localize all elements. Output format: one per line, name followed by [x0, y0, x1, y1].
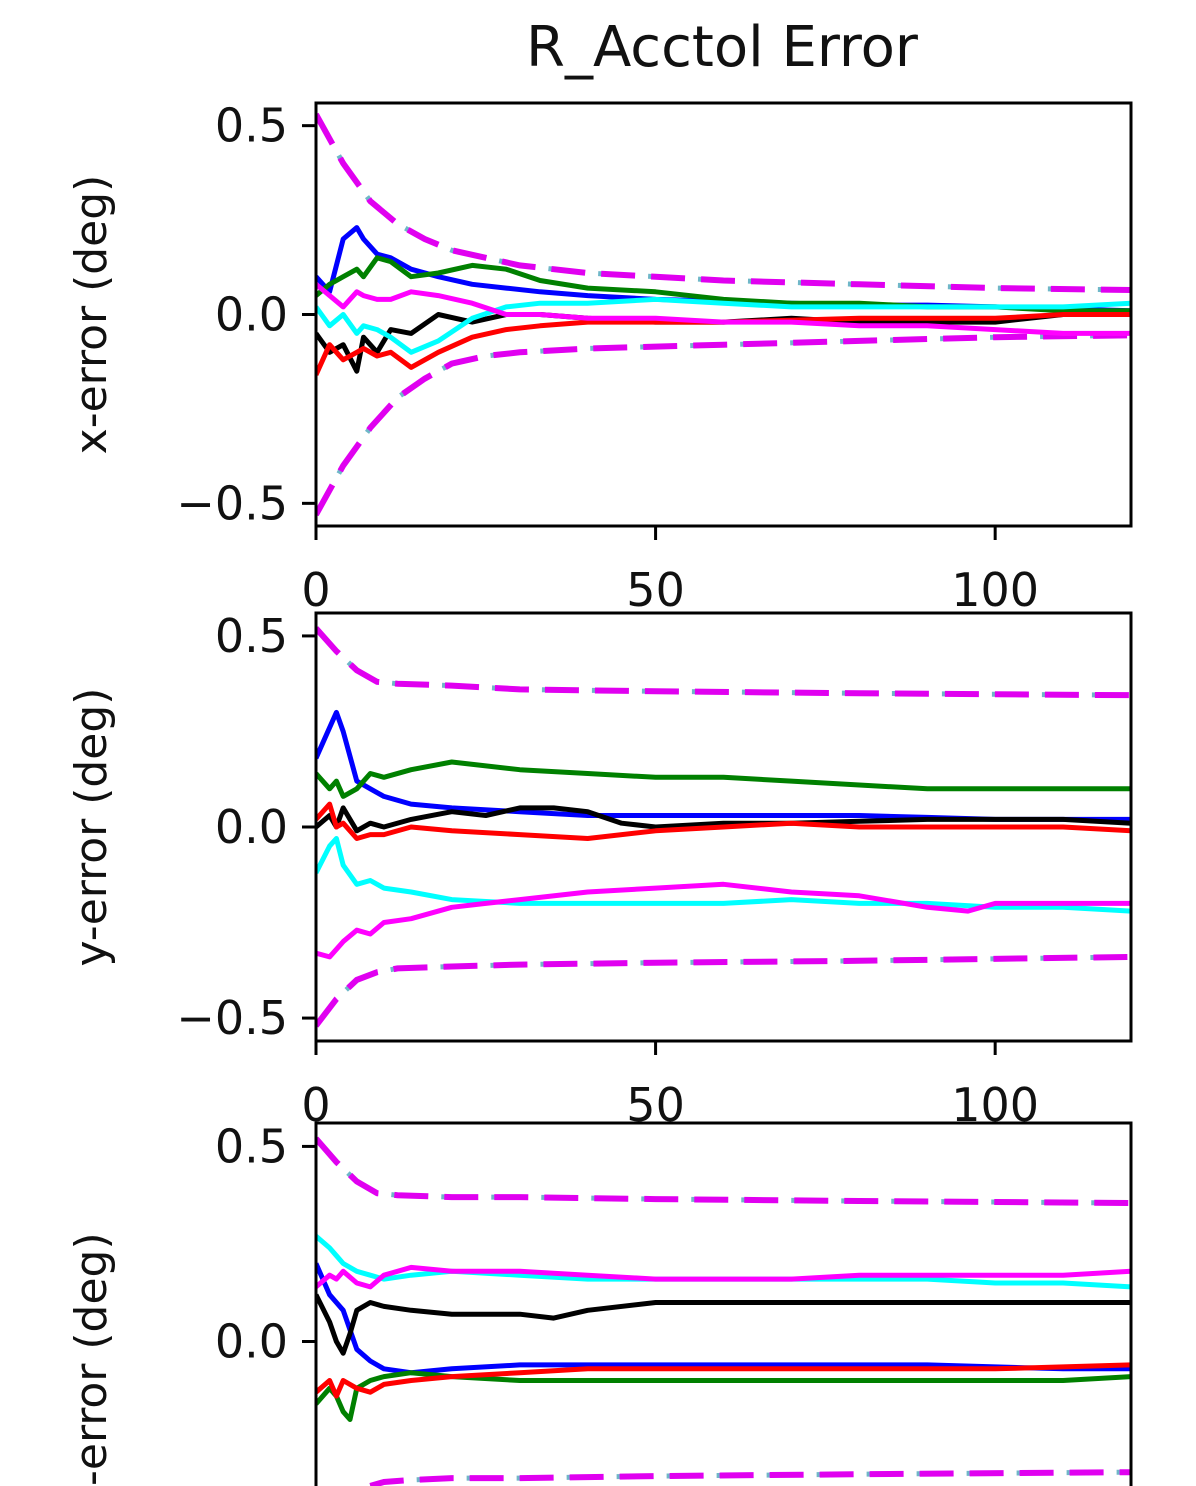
- y-tick-label: 0.5: [215, 99, 288, 153]
- bound-upper: [316, 626, 1131, 699]
- series-cyan: [316, 296, 1131, 355]
- bound-upper: [316, 1136, 1131, 1206]
- y-tick-label: −0.5: [176, 991, 288, 1045]
- series-black: [316, 1293, 1131, 1356]
- y-tick-label: 0.5: [215, 1119, 288, 1173]
- plot-area: [316, 626, 1131, 1028]
- y-axis-label: -error (deg): [66, 1232, 117, 1486]
- series-cyan: [316, 836, 1131, 914]
- series-magenta: [316, 282, 1131, 336]
- y-tick-label: 0.0: [215, 288, 288, 342]
- x-tick-label: 100: [951, 563, 1039, 617]
- plot-area: [316, 112, 1131, 517]
- series-red: [316, 801, 1131, 841]
- series-cyan: [316, 1234, 1131, 1290]
- series-magenta: [316, 1264, 1131, 1290]
- subplot-3: 0.5 0.0 -error (deg): [66, 1119, 1133, 1486]
- y-tick-label: 0.5: [215, 609, 288, 663]
- bound-lower: [316, 953, 1131, 1028]
- series-black: [316, 805, 1131, 834]
- y-tick-label: −0.5: [176, 476, 288, 530]
- bound-upper: [316, 112, 1131, 293]
- series-blue: [316, 1262, 1131, 1376]
- y-axis-label: y-error (deg): [66, 688, 117, 967]
- x-tick-label: 0: [301, 563, 330, 617]
- y-axis-label: x-error (deg): [66, 175, 117, 455]
- series-red: [316, 312, 1131, 376]
- series-green: [316, 1370, 1131, 1422]
- subplot-1: 0.5 0.0 −0.50 50 100 x-error (deg): [66, 99, 1133, 617]
- bound-lower: [369, 1469, 1131, 1486]
- chart-title: R_Acctol Error: [526, 15, 919, 80]
- y-tick-label: 0.0: [215, 1315, 288, 1369]
- x-tick-label: 50: [626, 563, 685, 617]
- series-magenta: [316, 881, 1131, 960]
- series-red: [316, 1362, 1131, 1399]
- y-tick-label: 0.0: [215, 800, 288, 854]
- plot-area: [316, 1136, 1131, 1486]
- bound-lower: [316, 332, 1131, 517]
- series-green: [316, 759, 1131, 799]
